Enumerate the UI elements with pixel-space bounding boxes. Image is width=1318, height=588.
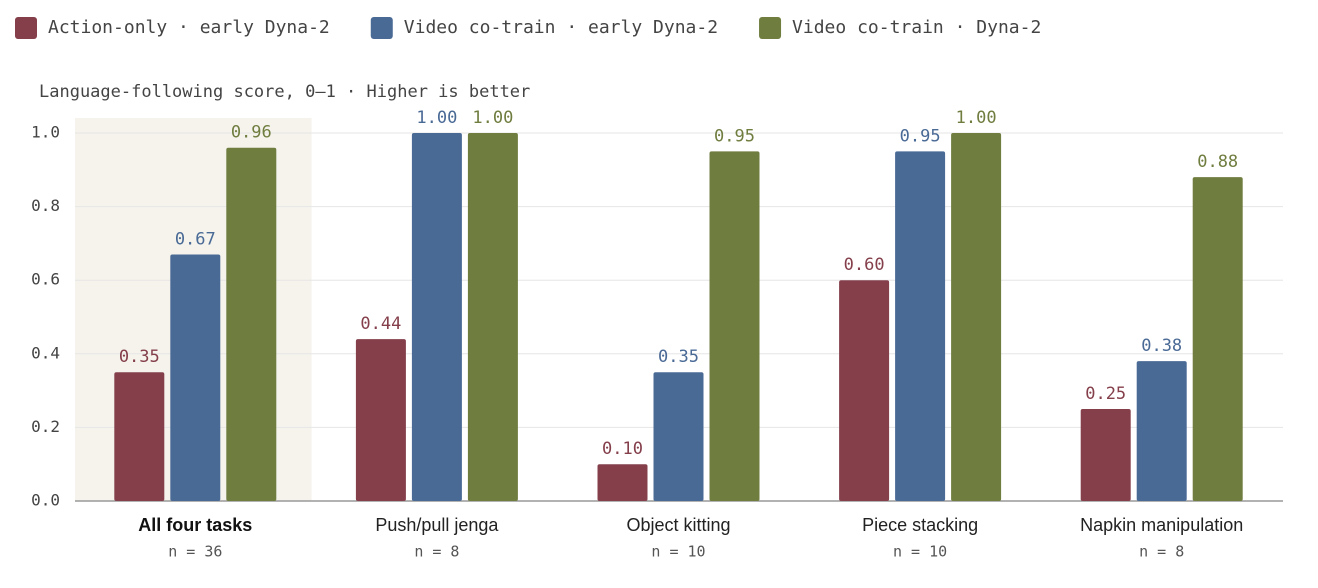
x-tick-label: Napkin manipulation bbox=[1080, 515, 1243, 535]
x-tick-note: n = 36 bbox=[168, 543, 222, 561]
value-label: 0.88 bbox=[1197, 152, 1238, 172]
bar bbox=[597, 464, 648, 501]
bar bbox=[653, 372, 704, 501]
chart-subtitle: Language-following score, 0–1 · Higher i… bbox=[39, 82, 530, 102]
legend-label: Video co-train · early Dyna-2 bbox=[404, 17, 718, 38]
legend-label: Video co-train · Dyna-2 bbox=[792, 17, 1041, 38]
bar bbox=[170, 254, 221, 501]
y-tick-label: 0.0 bbox=[31, 491, 60, 510]
value-label: 1.00 bbox=[472, 108, 513, 128]
bar bbox=[355, 339, 406, 501]
value-label: 1.00 bbox=[416, 108, 457, 128]
value-label: 0.96 bbox=[231, 123, 272, 143]
bar bbox=[839, 280, 890, 501]
value-label: 0.38 bbox=[1141, 336, 1182, 356]
bar bbox=[226, 147, 277, 501]
value-label: 0.44 bbox=[360, 314, 401, 334]
x-tick-label: Object kitting bbox=[626, 515, 730, 535]
bar bbox=[411, 133, 462, 501]
x-tick-label: All four tasks bbox=[138, 515, 252, 535]
bar bbox=[114, 372, 165, 501]
x-tick-note: n = 8 bbox=[414, 543, 459, 561]
value-label: 0.35 bbox=[658, 347, 699, 367]
bar bbox=[709, 151, 760, 501]
legend-swatch bbox=[759, 17, 782, 39]
legend-swatch bbox=[15, 17, 37, 39]
x-tick-label: Piece stacking bbox=[862, 515, 978, 535]
bar bbox=[1192, 177, 1243, 501]
y-tick-label: 0.6 bbox=[31, 270, 60, 289]
y-tick-label: 1.0 bbox=[31, 123, 60, 142]
bar bbox=[1080, 409, 1131, 501]
y-tick-label: 0.4 bbox=[31, 343, 60, 362]
x-tick-note: n = 10 bbox=[893, 543, 947, 561]
value-label: 0.67 bbox=[175, 229, 216, 249]
value-label: 0.10 bbox=[602, 439, 643, 459]
legend-label: Action-only · early Dyna-2 bbox=[48, 17, 330, 38]
bar bbox=[951, 133, 1002, 501]
bar bbox=[467, 133, 518, 501]
value-label: 0.35 bbox=[119, 347, 160, 367]
value-label: 0.25 bbox=[1085, 384, 1126, 404]
x-tick-note: n = 10 bbox=[651, 543, 705, 561]
value-label: 0.95 bbox=[714, 126, 755, 146]
x-tick-note: n = 8 bbox=[1139, 543, 1184, 561]
bar bbox=[1136, 361, 1187, 501]
y-tick-label: 0.2 bbox=[31, 417, 60, 436]
x-tick-label: Push/pull jenga bbox=[375, 515, 499, 535]
value-label: 0.60 bbox=[844, 255, 885, 275]
legend-swatch bbox=[370, 17, 393, 39]
bar bbox=[895, 151, 946, 501]
value-label: 0.95 bbox=[900, 126, 941, 146]
value-label: 1.00 bbox=[956, 108, 997, 128]
y-tick-label: 0.8 bbox=[31, 196, 60, 215]
